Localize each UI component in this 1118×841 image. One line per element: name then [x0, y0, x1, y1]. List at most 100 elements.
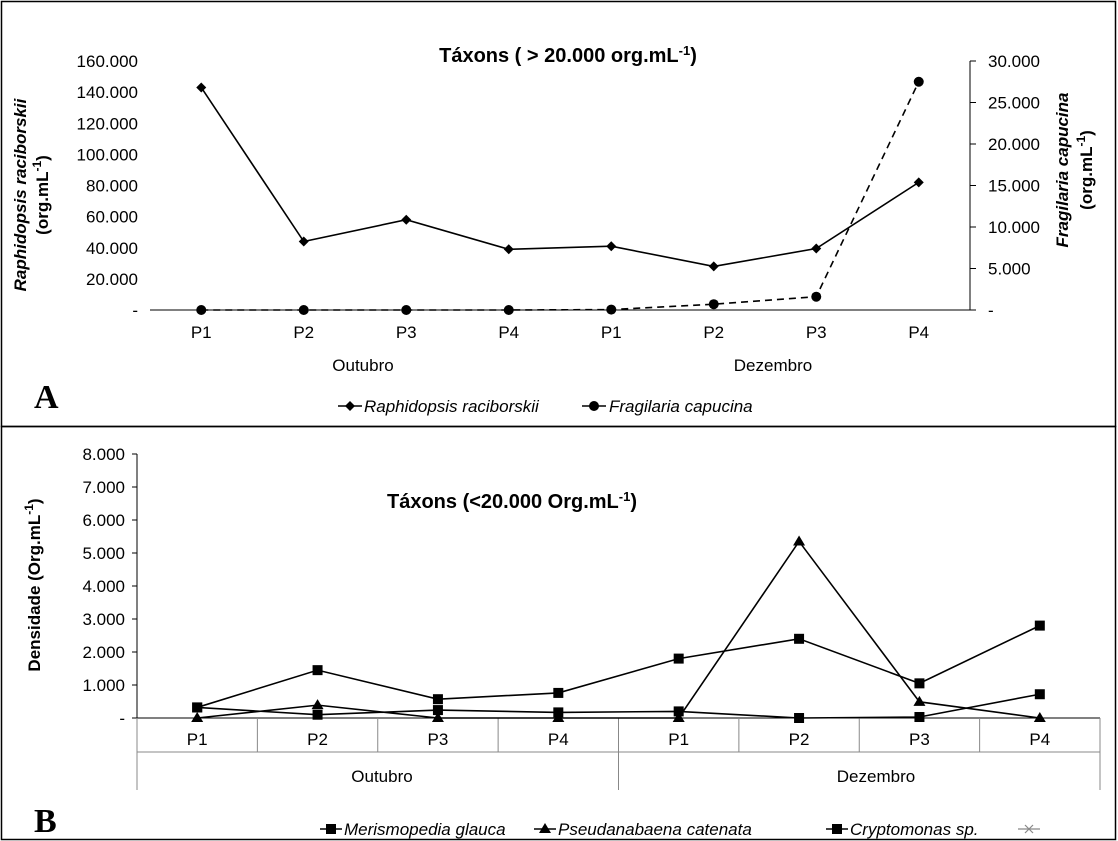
chart-b-x-tick: P4: [548, 730, 569, 749]
chart-a-x-tick: P1: [601, 323, 622, 342]
chart-b-point-s2: [432, 705, 443, 716]
chart-b-point-s0: [553, 687, 564, 698]
chart-b-point-s2: [1034, 689, 1045, 700]
chart-a-x-tick: P4: [908, 323, 929, 342]
chart-b-y-tick: 8.000: [82, 445, 125, 464]
chart-b-point-s0: [914, 678, 925, 689]
chart-b-series-line-2: [197, 693, 1040, 719]
chart-b-y-tick: 2.000: [82, 643, 125, 662]
chart-b-y-tick: -: [119, 709, 125, 728]
chart-b-point-s2: [914, 712, 925, 723]
legend-fragilaria-label: Fragilaria capucina: [609, 397, 753, 416]
chart-a-x-tick: P4: [498, 323, 519, 342]
chart-b-y-tick: 6.000: [82, 511, 125, 530]
chart-a-point-s0: [708, 261, 719, 272]
chart-a-title: Táxons ( > 20.000 org.mL-1): [439, 43, 697, 67]
chart-b-x-tick: P2: [307, 730, 328, 749]
chart-a-x-tick: P2: [293, 323, 314, 342]
chart-b-series-line-1: [197, 540, 1040, 719]
chart-a-point-s1: [708, 299, 719, 310]
legend-cryptomonas-label: Cryptomonas sp.: [850, 820, 979, 839]
chart-a-point-s1: [298, 305, 309, 315]
chart-a-y-left-tick: 100.000: [77, 145, 138, 164]
chart-a-y-left-tick: 40.000: [86, 239, 138, 258]
chart-a-y-left-label: Raphidopsis raciborskii: [11, 97, 30, 291]
chart-b-group-label-1: Outubro: [351, 767, 412, 786]
chart-a-point-s0: [196, 82, 207, 93]
chart-b-y-tick: 3.000: [82, 610, 125, 629]
chart-b-point-s0: [794, 633, 805, 644]
chart-a-y-left-tick: 160.000: [77, 52, 138, 71]
chart-a-y-left-tick: 60.000: [86, 208, 138, 227]
chart-a-point-s1: [606, 304, 617, 315]
panel-a-label: A: [34, 379, 59, 416]
chart-b-x-tick: P4: [1029, 730, 1050, 749]
chart-marks: - 20.000 40.000 60.000 80.000 100.000 120.000 1…: [77, 52, 1101, 790]
chart-b-point-s2: [553, 707, 564, 718]
chart-b-y-tick: 4.000: [82, 577, 125, 596]
chart-a-y-left-tick: 120.000: [77, 114, 138, 133]
chart-a-x-tick: P1: [191, 323, 212, 342]
chart-b-x-tick: P1: [668, 730, 689, 749]
chart-b-point-s1: [913, 695, 926, 706]
chart-b-point-s2: [312, 709, 323, 720]
chart-a-point-s1: [196, 305, 207, 315]
chart-a-group-label-2: Dezembro: [734, 356, 812, 375]
legend-merismopedia-label: Merismopedia glauca: [344, 820, 506, 839]
chart-b-x-tick: P1: [187, 730, 208, 749]
chart-b-point-s1: [672, 712, 685, 722]
chart-b-point-s2: [794, 713, 805, 723]
chart-b-point-s1: [191, 712, 204, 722]
chart-a-point-s0: [913, 177, 924, 188]
chart-b-point-s0: [312, 665, 323, 676]
chart-b-point-s2: [192, 702, 203, 713]
chart-a-y-right-tick: 5.000: [988, 260, 1031, 279]
chart-b-x-tick: P3: [428, 730, 449, 749]
chart-a-x-tick: P3: [396, 323, 417, 342]
chart-a-point-s1: [913, 76, 924, 87]
legend-pseudanabaena-marker: [539, 823, 551, 833]
chart-a-y-left-tick: 140.000: [77, 83, 138, 102]
chart-a-x-tick: P2: [703, 323, 724, 342]
legend-fragilaria-marker: [589, 401, 599, 411]
legend-unnamed-marker-b: [1024, 824, 1034, 834]
chart-b-point-s2: [673, 706, 684, 717]
chart-b-series-line-0: [196, 624, 1041, 709]
chart-b-point-s1: [431, 712, 444, 722]
chart-b-point-s1: [1033, 712, 1046, 722]
chart-b-y-tick: 5.000: [82, 544, 125, 563]
chart-a-x-tick: P3: [806, 323, 827, 342]
panel-b-label: B: [34, 803, 57, 840]
legend-cryptomonas-marker: [832, 824, 842, 834]
legend-merismopedia-marker: [326, 824, 336, 834]
chart-a-y-right-tick: 10.000: [988, 218, 1040, 237]
chart-a-y-right-tick: 25.000: [988, 94, 1040, 113]
chart-b-point-s0: [1034, 620, 1045, 631]
panel-b-frame: [0, 425, 1117, 841]
chart-a-y-left-tick: 80.000: [86, 177, 138, 196]
chart-a-y-right-tick: 15.000: [988, 177, 1040, 196]
chart-a-point-s1: [401, 305, 412, 315]
chart-b-y-tick: 1.000: [82, 676, 125, 695]
chart-a-legend: Raphidopsis raciborskii Fragilaria capuc…: [338, 397, 753, 416]
chart-a-series-line-0: [200, 87, 920, 268]
chart-a-y-left-unit: (org.mL-1): [30, 155, 52, 235]
chart-a-y-left-tick: 20.000: [86, 270, 138, 289]
legend-raphidopsis-marker: [345, 401, 355, 411]
chart-b-point-s1: [311, 699, 324, 710]
chart-b-y-label: Densidade (Org.mL-1): [22, 498, 44, 671]
chart-a-y-right-tick: -: [988, 301, 994, 320]
chart-a-point-s0: [606, 241, 617, 252]
chart-b-group-label-2: Dezembro: [837, 767, 915, 786]
chart-b-title: Táxons (<20.000 Org.mL-1): [387, 489, 637, 513]
chart-a-y-left-tick: -: [132, 301, 138, 320]
chart-b-x-tick: P2: [789, 730, 810, 749]
chart-a-point-s0: [811, 243, 822, 254]
chart-a-point-s0: [503, 244, 514, 255]
chart-a-series-line-1: [201, 81, 920, 311]
chart-b-legend: Merismopedia glauca Pseudanabaena catena…: [320, 820, 1040, 839]
chart-a-y-right-tick: 30.000: [988, 52, 1040, 71]
chart-b-point-s1: [793, 535, 806, 546]
chart-a-point-s0: [401, 214, 412, 225]
